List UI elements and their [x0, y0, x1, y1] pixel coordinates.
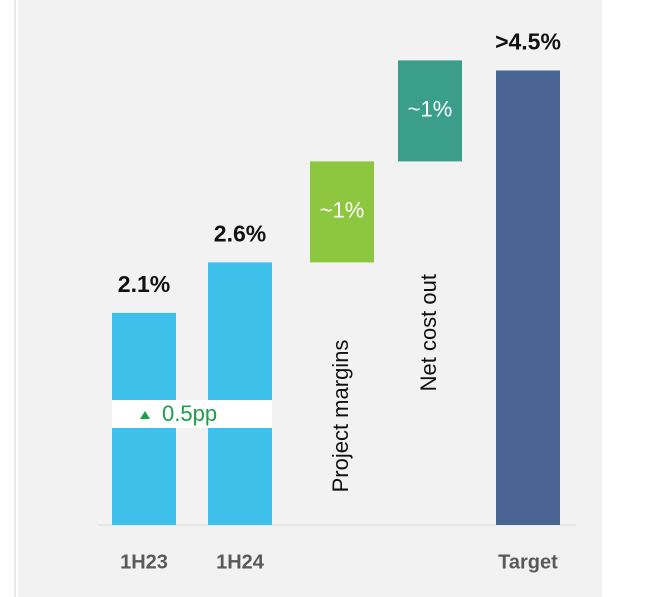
value-label: ~1% [408, 97, 453, 122]
x-tick-label: 1H24 [216, 551, 265, 573]
bar [208, 262, 272, 525]
step-label: Project margins [328, 340, 353, 493]
annotation-band [112, 400, 272, 428]
value-label: 2.1% [118, 271, 170, 297]
step-label: Net cost out [416, 274, 441, 391]
annotation: 0.5pp [162, 401, 217, 426]
x-tick-label: Target [498, 551, 558, 573]
up-arrow [140, 411, 150, 419]
value-label: >4.5% [495, 29, 561, 55]
value-label: ~1% [320, 198, 365, 223]
value-label: 2.6% [214, 220, 266, 246]
bar [310, 161, 374, 263]
x-tick-label: 1H23 [120, 551, 168, 573]
bar [496, 70, 560, 525]
bar [398, 60, 462, 162]
